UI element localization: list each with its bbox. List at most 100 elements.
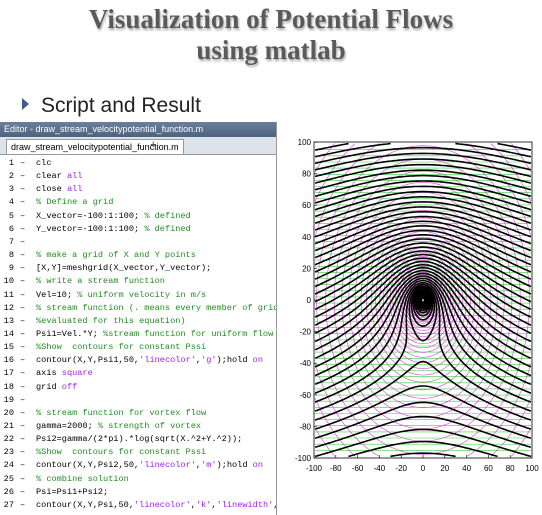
y-tick-label: 60 — [302, 201, 311, 210]
code-line: 8–% make a grid of X and Y points — [0, 250, 276, 263]
code-token: %stream function for uniform flow — [103, 328, 274, 339]
x-tick-label: -60 — [352, 464, 364, 473]
line-dash: – — [20, 407, 26, 418]
code-line: 22– Psi2=gamma/(2*pi).*log(sqrt(X.^2+Y.^2… — [0, 434, 276, 447]
code-token: Psi1=Vel.*Y; — [36, 328, 104, 339]
code-token: clear — [36, 171, 67, 182]
file-tab[interactable]: draw_stream_velocitypotential_function.m — [6, 139, 184, 154]
line-dash: – — [20, 302, 26, 313]
add-tab[interactable]: + — [150, 139, 157, 151]
line-dash: – — [20, 368, 26, 379]
line-dash: – — [20, 236, 26, 247]
x-tick-label: 100 — [525, 464, 539, 473]
code-token: square — [61, 368, 93, 379]
code-token: , — [195, 460, 202, 471]
code-token: , — [211, 499, 217, 510]
code-text: gamma=2000; % strength of vortex — [36, 421, 201, 431]
line-number: 19 — [3, 394, 14, 405]
code-token: 'm' — [201, 460, 217, 471]
line-number: 21 — [3, 421, 14, 431]
code-line: 27– contour(X,Y,Psi,50,'linecolor','k','l… — [0, 500, 276, 513]
code-token: X_vector=-100:1:100; — [36, 210, 145, 221]
code-line: 10–% write a stream function — [0, 276, 276, 289]
line-number: 1 — [8, 158, 14, 168]
code-token: gamma=2000; — [36, 421, 98, 431]
line-number: 3 — [8, 184, 14, 195]
code-line: 15– %Show contours for constant Pssi — [0, 342, 276, 355]
code-line: 7– — [0, 237, 276, 250]
code-text: grid off — [36, 382, 77, 392]
code-token: all — [66, 171, 83, 182]
bullet-text: Script and Result — [41, 94, 201, 117]
line-number: 8 — [8, 250, 14, 261]
line-number: 2 — [8, 171, 14, 182]
code-text: % combine solution — [36, 474, 129, 484]
line-dash: – — [20, 460, 26, 471]
line-dash: – — [20, 381, 26, 392]
line-dash: – — [20, 473, 26, 484]
line-number: 13 — [3, 315, 14, 326]
code-line: 19– — [0, 395, 276, 408]
line-dash: – — [20, 223, 26, 234]
line-number: 10 — [3, 276, 14, 287]
line-dash: – — [20, 447, 26, 458]
code-token: Psi2=gamma/(2*pi).*log(sqrt(X.^2+Y.^2)); — [36, 434, 243, 445]
code-token: );hold — [216, 460, 253, 471]
code-token: , — [195, 355, 202, 366]
x-tick-label: -100 — [306, 464, 323, 473]
slide-title: using matlab — [196, 35, 346, 65]
line-dash: – — [20, 355, 26, 366]
line-dash: – — [20, 158, 26, 168]
code-text: % Define a grid — [36, 197, 113, 207]
line-number: 17 — [3, 368, 14, 379]
code-line: 12–% stream function (. means every memb… — [0, 303, 276, 316]
code-token: close — [36, 184, 67, 195]
code-token: % Define a grid — [36, 197, 114, 208]
code-token: Vel=10; — [36, 289, 78, 300]
slide-title: Visualization of Potential Flows — [88, 4, 454, 34]
code-text: close all — [36, 184, 82, 194]
code-text: Psi2=gamma/(2*pi).*log(sqrt(X.^2+Y.^2)); — [36, 434, 242, 444]
code-line: 3– close all — [0, 184, 276, 197]
line-dash: – — [20, 276, 26, 287]
line-dash: – — [20, 263, 26, 274]
code-token: % stream function for vortex flow — [36, 407, 207, 418]
code-line: 21– gamma=2000; % strength of vortex — [0, 421, 276, 434]
code-token: % strength of vortex — [97, 421, 202, 431]
line-number: 7 — [8, 236, 14, 247]
y-tick-label: -100 — [295, 454, 312, 463]
axes-bg — [314, 142, 532, 458]
code-text: contour(X,Y,Psi2,50,'linecolor','m');hol… — [36, 460, 263, 470]
code-text: % stream function for vortex flow — [36, 408, 206, 418]
code-token: 'g' — [201, 355, 217, 366]
code-line: 11– Vel=10; % uniform velocity in m/s — [0, 290, 276, 303]
code-token: contour(X,Y,Psi,50, — [36, 499, 134, 510]
code-token: on — [252, 355, 263, 366]
line-dash: – — [20, 342, 26, 353]
line-dash: – — [20, 499, 26, 510]
code-token: %evaluated for this equation) — [36, 315, 186, 326]
code-line: 20–% stream function for vortex flow — [0, 408, 276, 421]
code-line: 18– grid off — [0, 382, 276, 395]
y-tick-label: 100 — [298, 138, 312, 147]
line-number: 14 — [3, 328, 14, 339]
code-text: X_vector=-100:1:100; % defined — [36, 211, 191, 221]
code-token: Y_vector=-100:1:100; — [36, 223, 145, 234]
code-token: Psi=Psi1+Psi2; — [36, 486, 109, 497]
line-number: 15 — [3, 342, 14, 353]
code-line: 2– clear all — [0, 171, 276, 184]
bullet: Script and Result — [22, 94, 201, 118]
line-dash: – — [20, 210, 26, 221]
line-dash: – — [20, 289, 26, 300]
code-text: axis square — [36, 368, 93, 378]
line-number: 27 — [3, 499, 14, 510]
code-line: 9– [X,Y]=meshgrid(X_vector,Y_vector); — [0, 263, 276, 276]
line-dash: – — [20, 486, 26, 497]
code-token: % uniform velocity in m/s — [77, 289, 207, 300]
line-dash: – — [20, 197, 26, 208]
line-number: 18 — [3, 381, 14, 392]
code-text: [X,Y]=meshgrid(X_vector,Y_vector); — [36, 263, 211, 273]
line-dash: – — [20, 250, 26, 261]
editor: Editor - draw_stream_velocitypotential_f… — [0, 122, 277, 515]
